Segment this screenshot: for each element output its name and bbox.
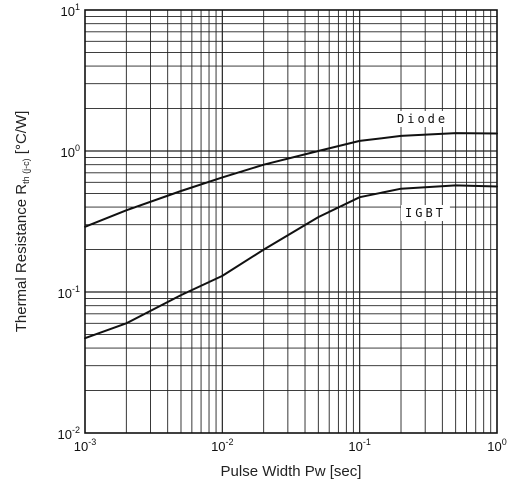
x-tick-exponent: 0 [502,437,507,447]
series-label-igbt-text: IGBT [405,206,446,220]
x-tick-label: 100 [487,437,506,454]
series-label-diode-background [393,111,453,127]
y-axis-label-unit: [°C/W] [13,111,30,159]
y-tick-label: 100 [61,143,80,160]
series-label-igbt-background [401,205,450,221]
series-label-diode-text: Diode [397,112,448,126]
x-tick-base: 10 [211,439,225,454]
series-label-diode: Diode [393,111,453,127]
y-tick-exponent: -1 [72,284,80,294]
x-tick-base: 10 [348,439,362,454]
series-line-igbt [84,184,498,340]
y-tick-base: 10 [61,4,75,19]
y-axis-label: Thermal Resistance Rth (j-c) [°C/W] [13,111,31,333]
y-tick-exponent: 1 [75,2,80,12]
y-tick-base: 10 [61,145,75,160]
y-tick-label: 10-1 [58,284,80,301]
x-tick-exponent: -3 [88,437,96,447]
x-tick-label: 10-1 [348,437,370,454]
x-tick-labels: 10-3 10-2 10-1 100 [74,437,507,454]
y-tick-label: 10-2 [58,425,80,442]
y-tick-base: 10 [58,286,72,301]
y-axis-label-main: Thermal Resistance R [13,184,30,333]
series-label-igbt: IGBT [401,205,450,221]
x-tick-label: 10-3 [74,437,96,454]
x-tick-exponent: -2 [226,437,234,447]
y-axis-label-subscript: th (j-c) [21,158,31,184]
y-tick-exponent: 0 [75,143,80,153]
x-tick-label: 10-2 [211,437,233,454]
y-tick-exponent: -2 [72,425,80,435]
x-tick-exponent: -1 [363,437,371,447]
y-tick-base: 10 [58,427,72,442]
x-tick-base: 10 [74,439,88,454]
y-tick-label: 101 [61,2,80,19]
series-line-diode [84,132,498,228]
series-layer [84,132,498,340]
plot-frame [84,9,498,434]
x-axis-label: Pulse Width Pw [sec] [221,463,362,480]
x-tick-base: 10 [487,439,501,454]
grid [85,10,497,433]
